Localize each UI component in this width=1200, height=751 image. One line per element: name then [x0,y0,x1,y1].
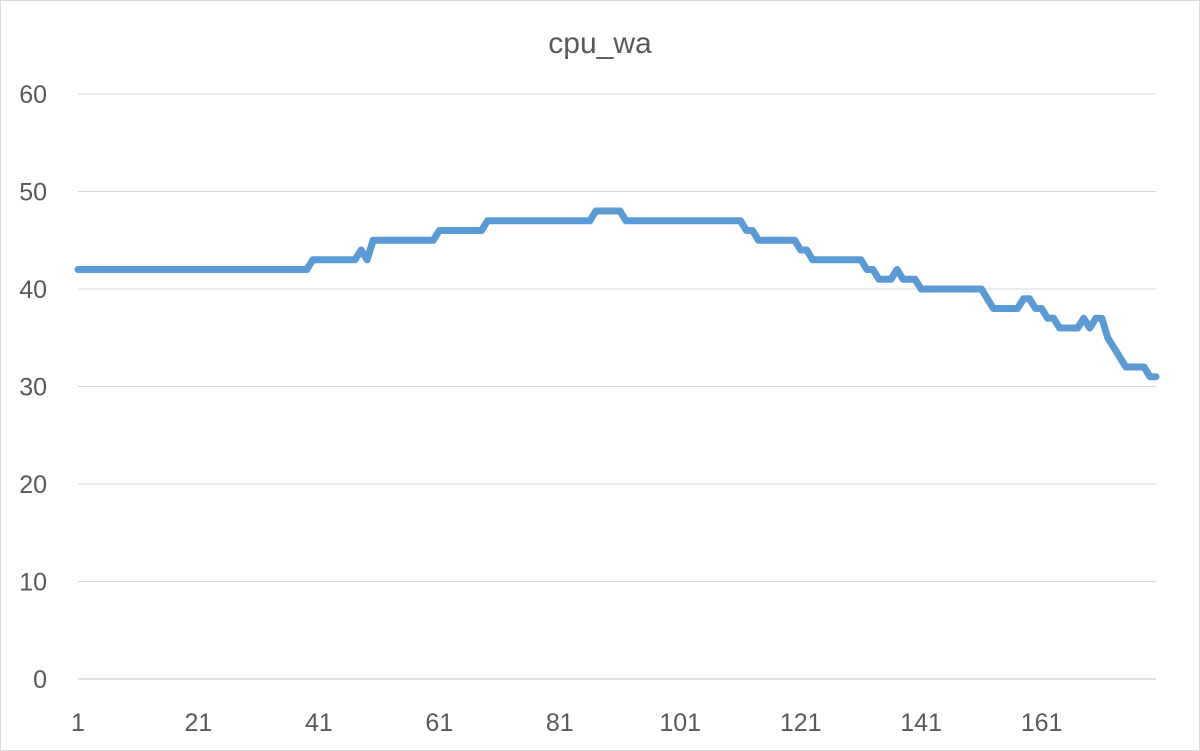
x-tick-label: 161 [1021,709,1063,737]
y-tick-label: 10 [19,569,47,597]
x-tick-label: 121 [780,709,822,737]
x-tick-label: 141 [900,709,942,737]
chart-title: cpu_wa [548,27,652,60]
y-tick-label: 20 [19,471,47,499]
x-tick-label: 1 [71,709,85,737]
y-tick-label: 60 [19,81,47,109]
x-tick-label: 81 [546,709,574,737]
x-tick-label: 41 [305,709,333,737]
y-tick-label: 0 [33,666,47,694]
series-line [74,207,1160,381]
x-tick-label: 61 [425,709,453,737]
x-tick-label: 101 [659,709,701,737]
y-tick-label: 50 [19,179,47,207]
x-tick-label: 21 [185,709,213,737]
y-tick-label: 30 [19,374,47,402]
y-tick-label: 40 [19,276,47,304]
